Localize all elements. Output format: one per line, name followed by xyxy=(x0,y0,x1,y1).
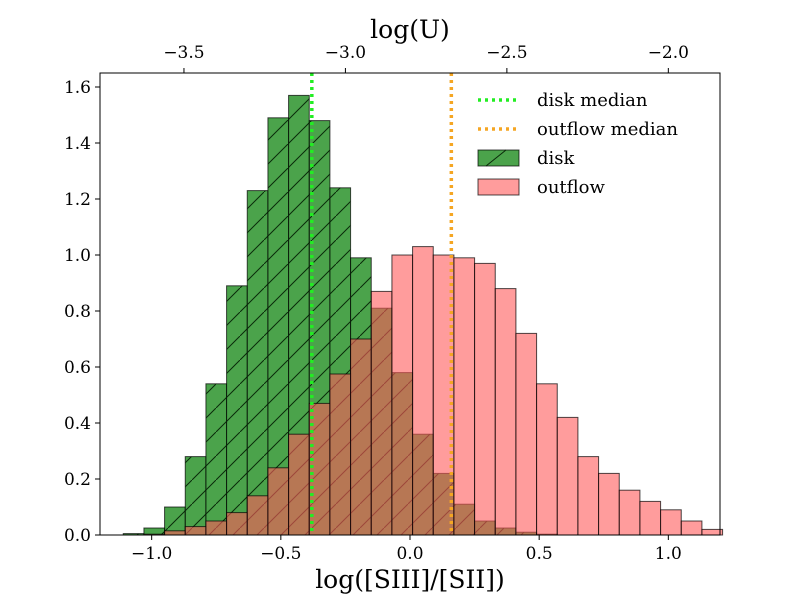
outflow-bar xyxy=(598,472,620,536)
x-axis-title: log([SIII]/[SII]) xyxy=(315,565,505,594)
legend-disk-median-label: disk median xyxy=(537,90,648,111)
outflow-bar xyxy=(350,338,372,536)
y-tick-label: 0.0 xyxy=(64,526,91,546)
outflow-bar xyxy=(556,416,579,536)
outflow-bar xyxy=(680,520,703,536)
disk-bar-hatch xyxy=(205,383,227,535)
disk-bar-hatch xyxy=(123,533,144,535)
outflow-bar xyxy=(329,373,352,536)
y-tick-label: 0.6 xyxy=(64,358,91,378)
x-tick-label: 0.5 xyxy=(526,544,553,564)
y-tick-label: 0.2 xyxy=(64,470,91,490)
outflow-bar xyxy=(494,288,517,536)
y-tick-label: 1.6 xyxy=(64,78,91,98)
outflow-bar xyxy=(246,495,269,536)
outflow-bar xyxy=(267,467,290,536)
outflow-bar xyxy=(453,257,476,536)
top-tick-label: −2.0 xyxy=(648,43,689,63)
outflow-bar xyxy=(701,528,724,536)
outflow-bar xyxy=(391,254,414,536)
outflow-bar xyxy=(618,489,641,536)
x-tick-label: 1.0 xyxy=(655,544,682,564)
outflow-bar xyxy=(474,262,496,536)
top-tick-label: −2.5 xyxy=(486,43,527,63)
legend-disk-swatch xyxy=(477,149,520,167)
y-tick-label: 0.8 xyxy=(64,302,91,322)
disk-bar-hatch xyxy=(143,528,165,535)
disk-bar-hatch xyxy=(164,507,186,535)
outflow-bar xyxy=(412,246,434,536)
y-tick-label: 0.4 xyxy=(64,414,91,434)
outflow-bar xyxy=(577,456,600,536)
outflow-bar xyxy=(370,290,393,536)
x-tick-label: −0.5 xyxy=(260,544,301,564)
legend-outflow-swatch xyxy=(477,178,520,196)
disk-bar-hatch xyxy=(185,456,206,535)
outflow-bar xyxy=(536,383,558,536)
x-tick-label: −1.0 xyxy=(131,544,172,564)
y-tick-label: 1.0 xyxy=(64,246,91,266)
median-layer xyxy=(310,73,454,535)
disk-bar-hatch xyxy=(267,117,289,536)
axes-layer: −1.0 −0.5 0.0 0.5 1.0 0.0 0.2 0.4 0.6 0.8 1.0 1.2 1.… xyxy=(64,43,689,564)
top-axis-title: log(U) xyxy=(370,15,450,44)
bars-layer xyxy=(122,94,724,536)
outflow-bar xyxy=(660,509,682,536)
legend-disk-label: disk xyxy=(537,148,576,169)
outflow-bar xyxy=(205,520,228,536)
legend: disk median outflow median disk outflow xyxy=(477,90,678,198)
outflow-bar xyxy=(639,500,662,536)
disk-bar-hatch xyxy=(247,190,268,535)
legend-outflow-label: outflow xyxy=(537,177,606,198)
series-outflow xyxy=(143,246,724,536)
outflow-bar xyxy=(515,332,538,536)
x-tick-label: 0.0 xyxy=(396,544,423,564)
legend-outflow-median-label: outflow median xyxy=(537,119,678,140)
outflow-bar xyxy=(226,512,248,536)
outflow-bar xyxy=(164,530,186,536)
legend-disk-hatch xyxy=(485,149,507,167)
y-tick-label: 1.2 xyxy=(64,190,91,210)
disk-bar-hatch xyxy=(288,95,310,536)
outflow-bar xyxy=(288,433,310,536)
top-tick-label: −3.5 xyxy=(163,43,204,63)
top-tick-label: −3.0 xyxy=(325,43,366,63)
y-tick-label: 1.4 xyxy=(64,134,91,154)
outflow-bar xyxy=(184,526,207,536)
disk-bar-hatch xyxy=(226,285,248,535)
